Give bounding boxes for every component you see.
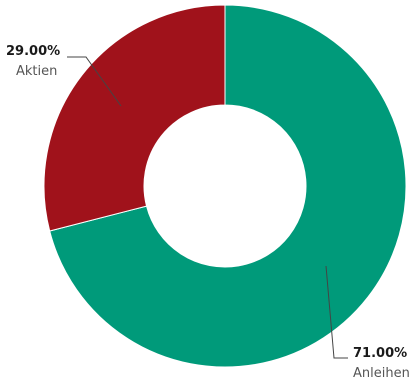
slice-name-label-anleihen: Anleihen xyxy=(353,366,410,381)
donut-slices xyxy=(43,4,407,368)
slice-aktien xyxy=(43,4,226,232)
leader-line-anleihen xyxy=(325,265,348,359)
leader-line-aktien xyxy=(67,56,122,107)
slice-value-label-aktien: 29.00% xyxy=(6,44,60,59)
slice-anleihen xyxy=(49,4,407,368)
slice-value-label-anleihen: 71.00% xyxy=(353,346,407,361)
slice-name-label-aktien: Aktien xyxy=(16,64,57,79)
